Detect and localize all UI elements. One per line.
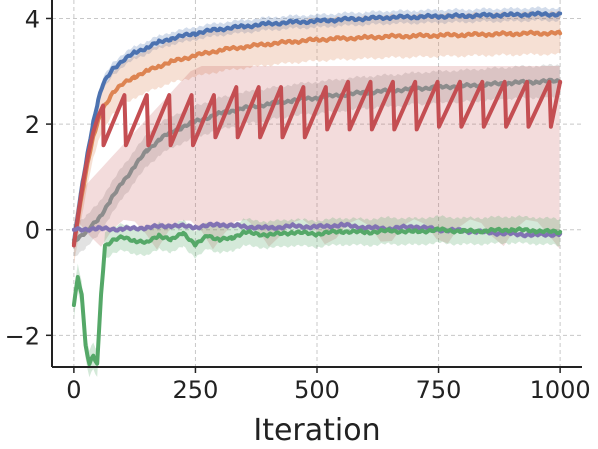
series-line	[71, 226, 563, 367]
x-tick-label: 750	[416, 376, 462, 404]
ticks: 0 250 500 750 1000 −2 0 2 4	[5, 5, 591, 404]
x-axis-title: Iteration	[253, 413, 380, 448]
series-line	[71, 29, 563, 246]
y-tick-label: 2	[25, 111, 40, 139]
x-tick-label: 250	[173, 376, 219, 404]
x-tick-label: 1000	[530, 376, 591, 404]
confidence-bands	[73, 6, 561, 378]
confidence-band	[73, 10, 561, 266]
confidence-band	[73, 63, 561, 257]
x-tick-label: 0	[66, 376, 81, 404]
series-lines	[71, 10, 563, 367]
y-tick-label: 4	[25, 5, 40, 33]
series-line	[71, 79, 563, 248]
y-tick-label: −2	[5, 322, 40, 350]
y-tick-label: 0	[25, 217, 40, 245]
x-tick-label: 500	[294, 376, 340, 404]
confidence-band	[73, 215, 561, 378]
series-line	[71, 10, 563, 245]
